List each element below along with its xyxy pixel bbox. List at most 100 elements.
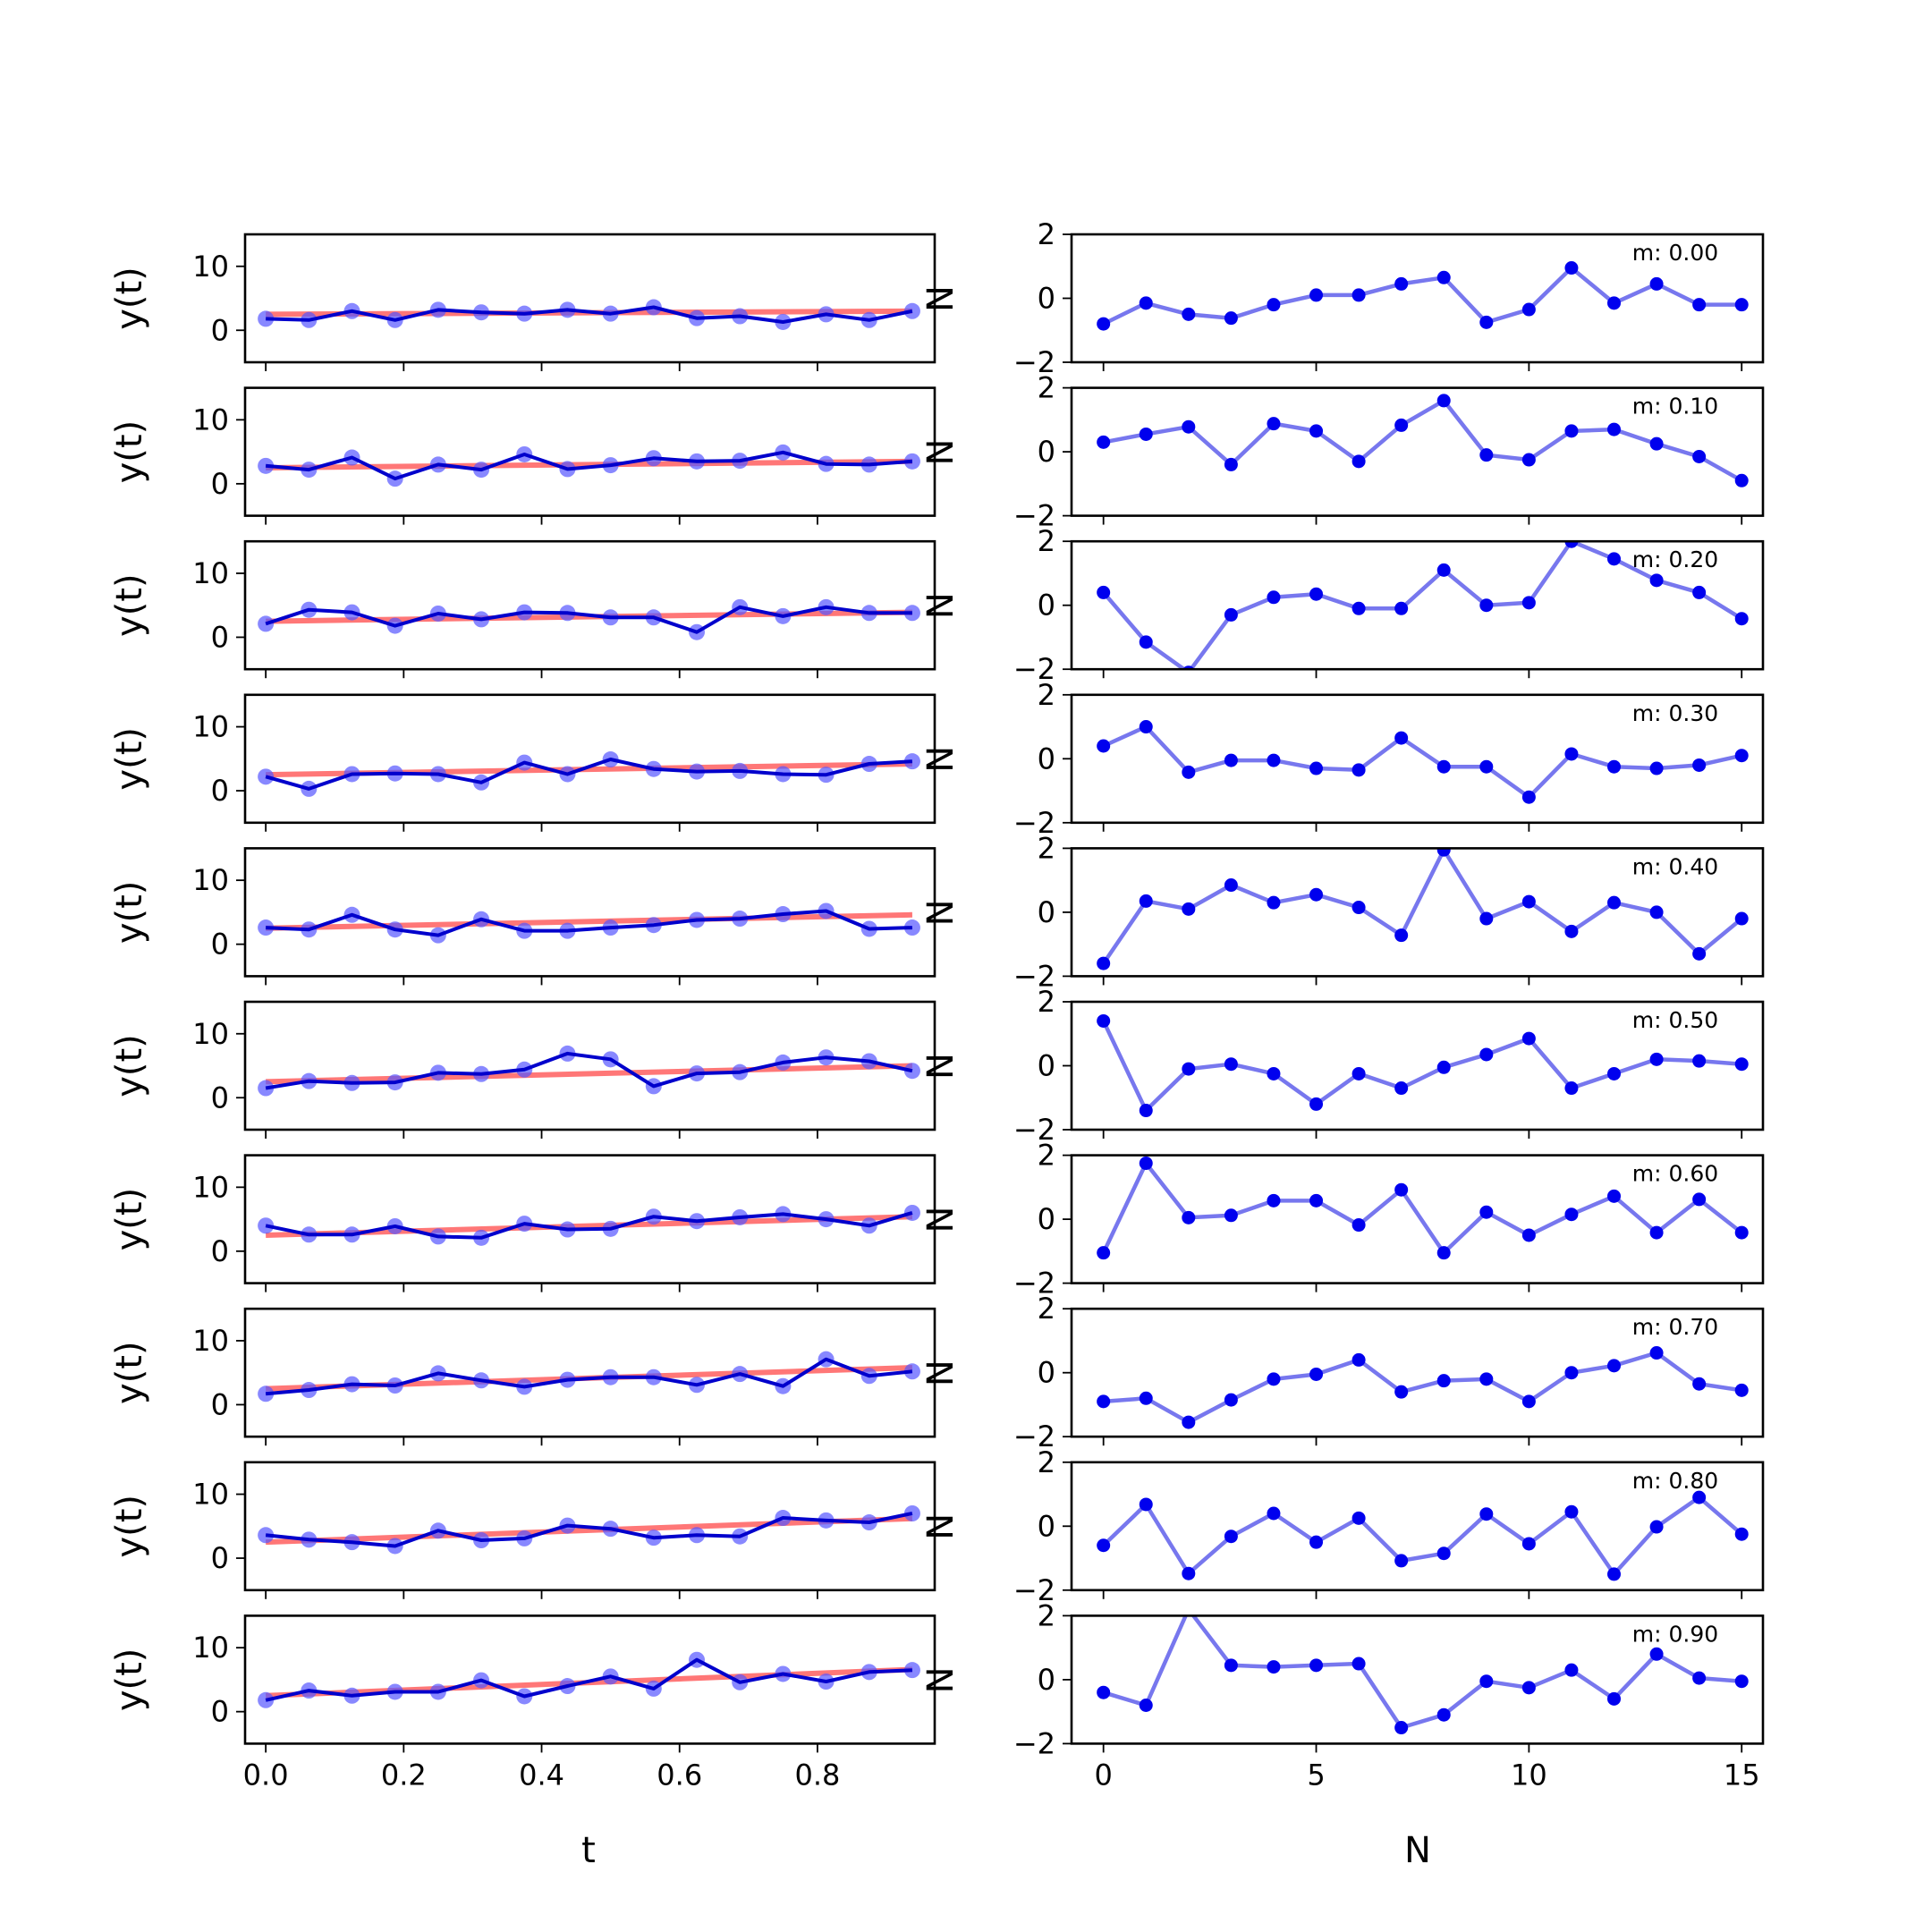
residual-point (1734, 1057, 1749, 1072)
right-subplot-2: m: 0.20 −2 0 2 (1013, 524, 1765, 686)
residual-point (1352, 1066, 1366, 1080)
residual-point (1479, 598, 1494, 613)
residual-point (1139, 635, 1153, 649)
residual-point (1564, 1504, 1579, 1519)
residual-point (1734, 1225, 1749, 1240)
series-annotation: m: 0.20 (1632, 547, 1718, 572)
data-line (265, 450, 913, 481)
residual-point (1394, 276, 1409, 291)
y-tick-label: 10 (192, 710, 229, 744)
residual-point (1479, 911, 1494, 926)
residual-point (1309, 1097, 1324, 1111)
left-subplot-9: 0 10 y(t) N 0.0 0.2 0.4 0.6 0.8 (109, 1614, 962, 1792)
y-tick-label: 2 (1038, 985, 1055, 1019)
y-axis-label: y(t) (109, 1188, 150, 1251)
residual-point (1182, 1415, 1196, 1429)
residual-point (1607, 759, 1622, 774)
residual-point (1097, 317, 1111, 331)
y-axis-label: y(t) (109, 267, 150, 330)
left-plot-area-7 (258, 1351, 920, 1402)
residual-point (1394, 1721, 1409, 1735)
residual-point (1097, 956, 1111, 970)
residual-point (1309, 1193, 1324, 1208)
residual-point (1564, 1366, 1579, 1380)
x-tick-label: 0.0 (243, 1758, 289, 1792)
residual-line (1101, 541, 1743, 670)
residual-point (1436, 1374, 1451, 1388)
y-axis-label: y(t) (109, 1495, 150, 1558)
residual-point (1352, 454, 1366, 469)
y-tick-label: −2 (1013, 959, 1055, 993)
trend-line (266, 1063, 913, 1085)
residual-point (1182, 1566, 1196, 1580)
y-tick-label: −2 (1013, 1726, 1055, 1760)
y-tick-label: 0 (211, 1080, 229, 1114)
data-line (265, 605, 912, 634)
residual-point (1309, 1535, 1324, 1549)
residual-point (1139, 1104, 1153, 1118)
data-point (903, 919, 920, 936)
residual-point (1607, 1691, 1622, 1706)
data-line (265, 758, 913, 791)
residual-point (1521, 1681, 1536, 1695)
residual-point (1607, 895, 1622, 910)
y-tick-label: 10 (192, 1631, 229, 1665)
residual-point (1224, 607, 1238, 622)
residual-point (1267, 298, 1281, 312)
y-tick-label: 10 (192, 863, 229, 897)
residual-point (1734, 473, 1749, 487)
residual-point (1182, 902, 1196, 916)
data-line (266, 305, 913, 324)
y-tick-label: 2 (1038, 1292, 1055, 1326)
y-tick-label: 10 (192, 402, 229, 436)
y-tick-label: 2 (1038, 1445, 1055, 1479)
residual-point (1692, 1490, 1707, 1504)
residual-point (1352, 1218, 1366, 1233)
residual-point (1734, 298, 1749, 312)
right-subplot-3: m: 0.30 −2 0 2 (1013, 678, 1765, 840)
residual-point (1692, 1671, 1707, 1685)
left-axes-frame-6 (243, 1154, 936, 1284)
residual-point (1649, 761, 1664, 775)
residual-point (1521, 790, 1536, 804)
data-point (903, 1505, 920, 1521)
left-axes-frame-3 (243, 693, 936, 825)
residual-point (1352, 1352, 1366, 1367)
right-subplot-4: m: 0.40 −2 0 2 (1013, 831, 1765, 993)
right-subplot-8: m: 0.80 −2 0 2 (1013, 1445, 1765, 1607)
residual-point (1224, 753, 1238, 767)
y-tick-label: 0 (1038, 1202, 1055, 1236)
residual-point (1649, 1052, 1664, 1066)
residual-point (1267, 1193, 1281, 1208)
residual-point (1182, 1210, 1196, 1224)
data-line (265, 1357, 913, 1396)
trend-line (266, 911, 913, 931)
series-annotation: m: 0.00 (1632, 240, 1718, 266)
residual-point (1139, 1391, 1153, 1405)
y-tick-label: 2 (1038, 1598, 1055, 1632)
residual-point (1649, 436, 1664, 451)
y-tick-label: 0 (211, 313, 229, 347)
y-tick-label: 10 (192, 556, 229, 590)
residual-point (1692, 946, 1707, 961)
residual-point (1479, 1047, 1494, 1062)
y-axis-label: y(t) (109, 573, 150, 637)
residual-point (1521, 894, 1536, 909)
residual-line (1103, 398, 1743, 483)
clipped-axis-label: N (920, 285, 962, 312)
data-point (903, 605, 920, 622)
left-axes-frame-7 (243, 1307, 936, 1438)
left-subplot-0: 0 10 y(t) N (109, 233, 962, 371)
residual-point (1352, 601, 1366, 615)
right-x-axis-label: N (1404, 1830, 1431, 1871)
residual-point (1394, 601, 1409, 615)
series-annotation: m: 0.10 (1632, 394, 1718, 419)
residual-point (1607, 1359, 1622, 1373)
y-tick-label: −2 (1013, 1267, 1055, 1301)
residual-point (1224, 457, 1238, 471)
clipped-axis-label: N (920, 1360, 962, 1386)
residual-point (1692, 758, 1707, 772)
residual-point (1436, 394, 1451, 408)
y-tick-label: 2 (1038, 1139, 1055, 1173)
